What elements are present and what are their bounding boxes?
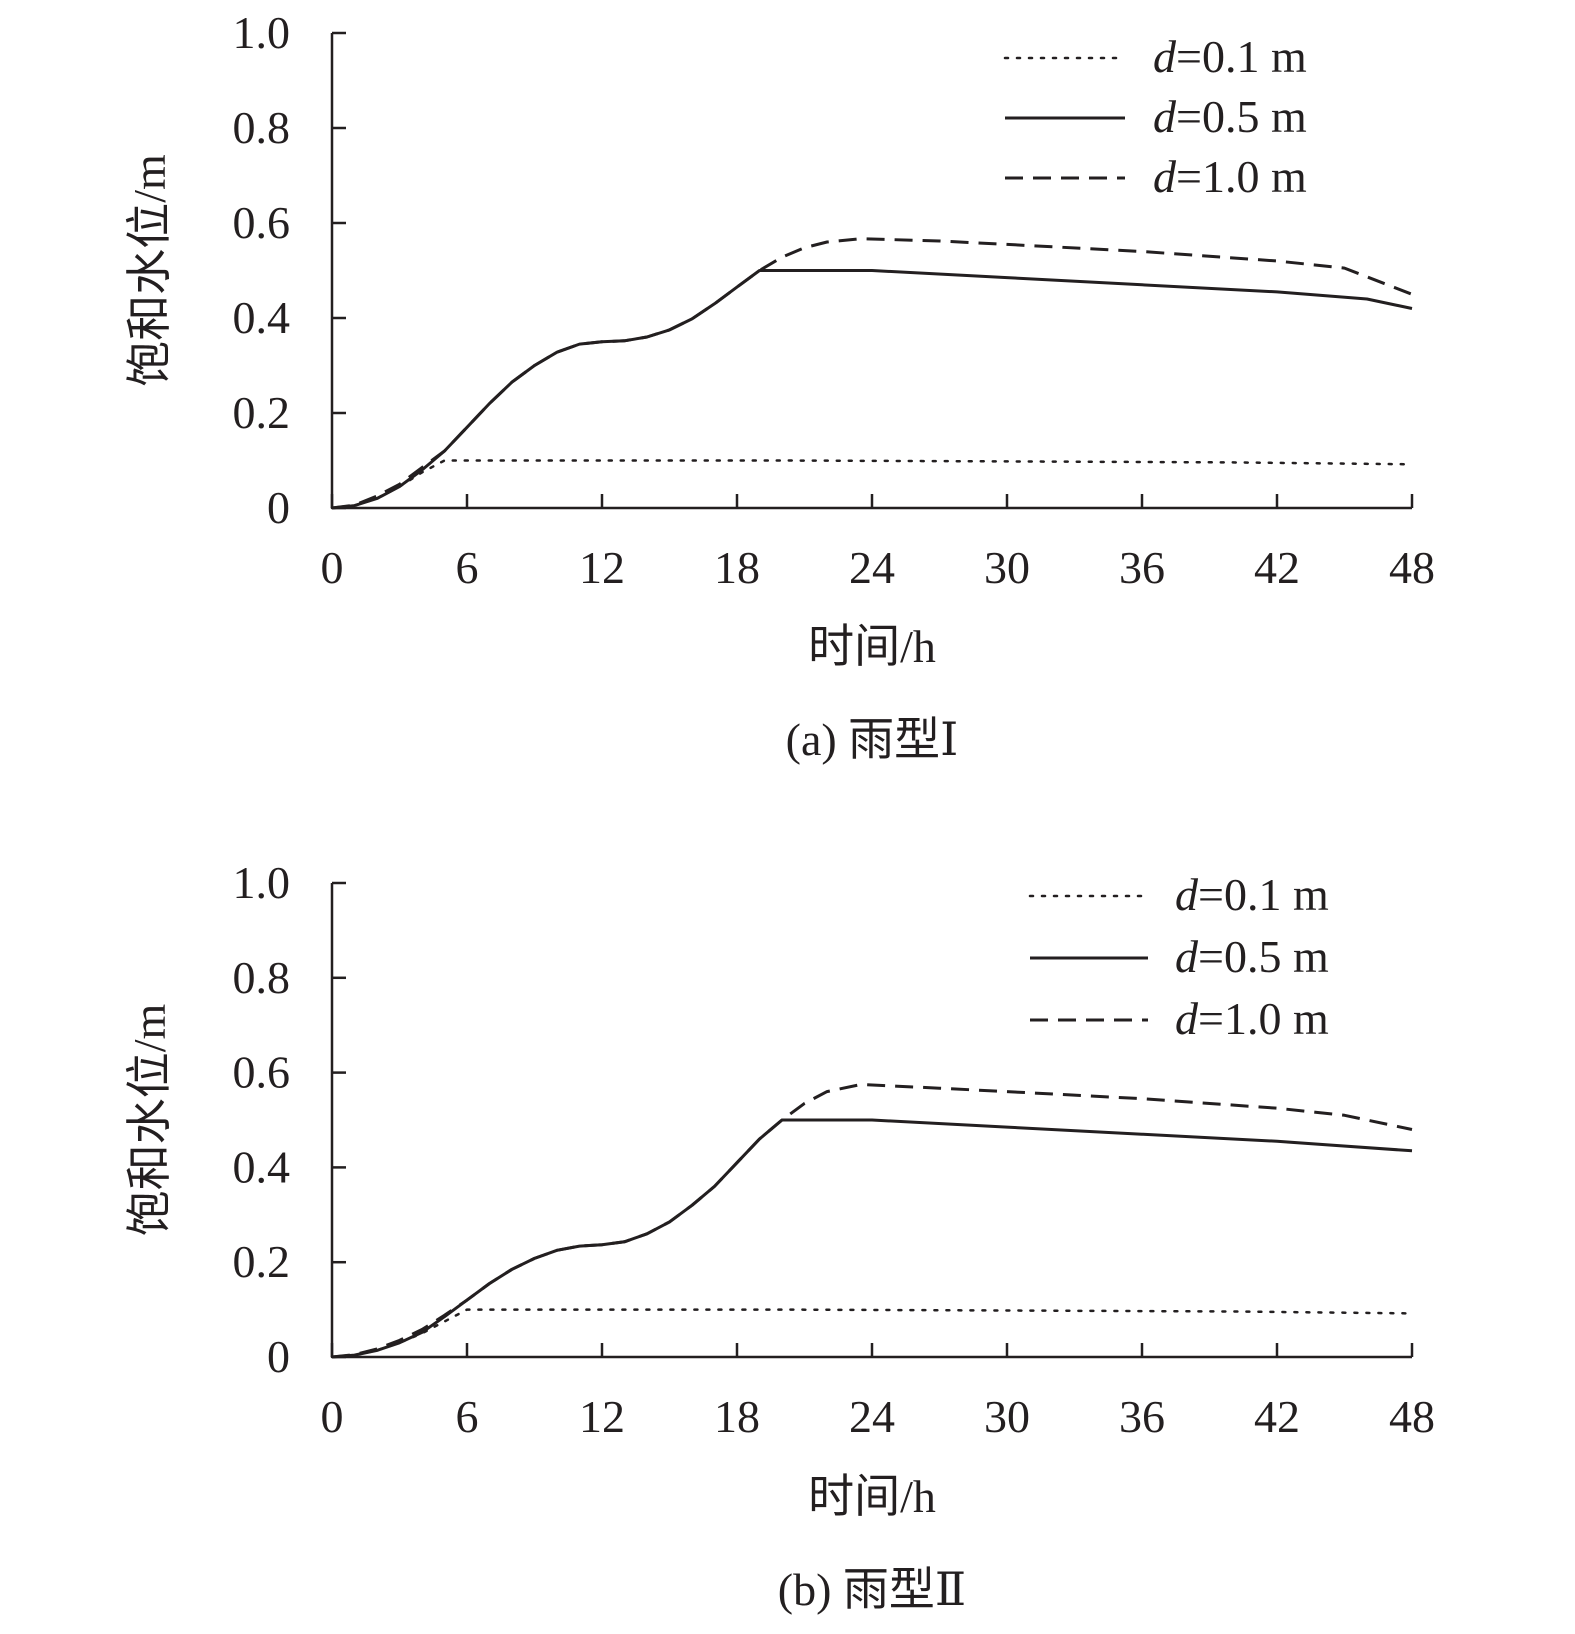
x-tick-label: 12 <box>579 1391 625 1442</box>
y-axis-title: 饱和水位/m <box>124 154 175 387</box>
chart-caption: (b) 雨型Ⅱ <box>778 1564 966 1615</box>
x-tick-label: 6 <box>456 1391 479 1442</box>
series-line-dashed <box>331 1083 1413 1359</box>
x-tick-label: 0 <box>321 542 344 593</box>
legend-label-value: =0.1 m <box>1198 869 1329 920</box>
y-tick-label: 0.4 <box>233 1141 291 1192</box>
x-tick-label: 30 <box>984 1391 1030 1442</box>
y-tick-label: 0.4 <box>233 292 291 343</box>
legend-label-value: =1.0 m <box>1198 993 1329 1044</box>
x-tick-label: 6 <box>456 542 479 593</box>
legend-label-variable: d <box>1153 151 1177 202</box>
y-axis-title: 饱和水位/m <box>124 1004 175 1237</box>
legend-label-variable: d <box>1175 993 1199 1044</box>
chart-b: 0 6 12 18 24 30 36 42 48 0 0.2 0.4 0.6 0.8 1.0 饱和水位/m 时间… <box>124 857 1435 1615</box>
y-tick-label: 0 <box>267 482 290 533</box>
legend-label: d=0.1 m <box>1153 31 1307 82</box>
chart-a: 0 6 12 18 24 30 36 42 48 0 0.2 0.4 0.6 0.8 1.0 饱和水位/m 时间… <box>124 7 1435 765</box>
series-line-dotted <box>330 1308 1414 1359</box>
y-tick-label: 0.8 <box>233 952 291 1003</box>
series-line-solid <box>331 1118 1413 1359</box>
x-tick-label: 48 <box>1389 542 1435 593</box>
x-axis-title: 时间/h <box>808 621 936 672</box>
x-tick-label: 0 <box>321 1391 344 1442</box>
legend-label: d=1.0 m <box>1153 151 1307 202</box>
y-tick-label: 0.8 <box>233 102 291 153</box>
series-line-dashed <box>331 237 1413 510</box>
x-tick-label: 42 <box>1254 1391 1300 1442</box>
x-tick-label: 30 <box>984 542 1030 593</box>
y-tick-label: 0.2 <box>233 387 291 438</box>
y-tick-label: 0 <box>267 1331 290 1382</box>
x-tick-label: 42 <box>1254 542 1300 593</box>
legend-label: d=0.1 m <box>1175 869 1329 920</box>
legend-label-value: =0.5 m <box>1176 91 1307 142</box>
x-tick-label: 12 <box>579 542 625 593</box>
x-tick-label: 24 <box>849 542 895 593</box>
x-tick-label: 36 <box>1119 1391 1165 1442</box>
legend-label-variable: d <box>1175 931 1199 982</box>
legend-label-variable: d <box>1175 869 1199 920</box>
y-tick-label: 0.2 <box>233 1236 291 1287</box>
legend-label-value: =1.0 m <box>1176 151 1307 202</box>
x-tick-label: 36 <box>1119 542 1165 593</box>
series-line-solid <box>331 269 1413 510</box>
legend-label: d=1.0 m <box>1175 993 1329 1044</box>
legend-label: d=0.5 m <box>1175 931 1329 982</box>
x-tick-label: 18 <box>714 542 760 593</box>
x-tick-label: 18 <box>714 1391 760 1442</box>
x-tick-label: 48 <box>1389 1391 1435 1442</box>
y-tick-label: 1.0 <box>233 857 291 908</box>
x-axis-title: 时间/h <box>808 1471 936 1522</box>
legend-label-value: =0.5 m <box>1198 931 1329 982</box>
y-tick-label: 0.6 <box>233 197 291 248</box>
legend-label: d=0.5 m <box>1153 91 1307 142</box>
legend-label-variable: d <box>1153 91 1177 142</box>
y-tick-label: 0.6 <box>233 1047 291 1098</box>
legend-label-value: =0.1 m <box>1176 31 1307 82</box>
x-tick-label: 24 <box>849 1391 895 1442</box>
chart-caption: (a) 雨型Ⅰ <box>786 714 959 765</box>
y-tick-label: 1.0 <box>233 7 291 58</box>
legend-label-variable: d <box>1153 31 1177 82</box>
